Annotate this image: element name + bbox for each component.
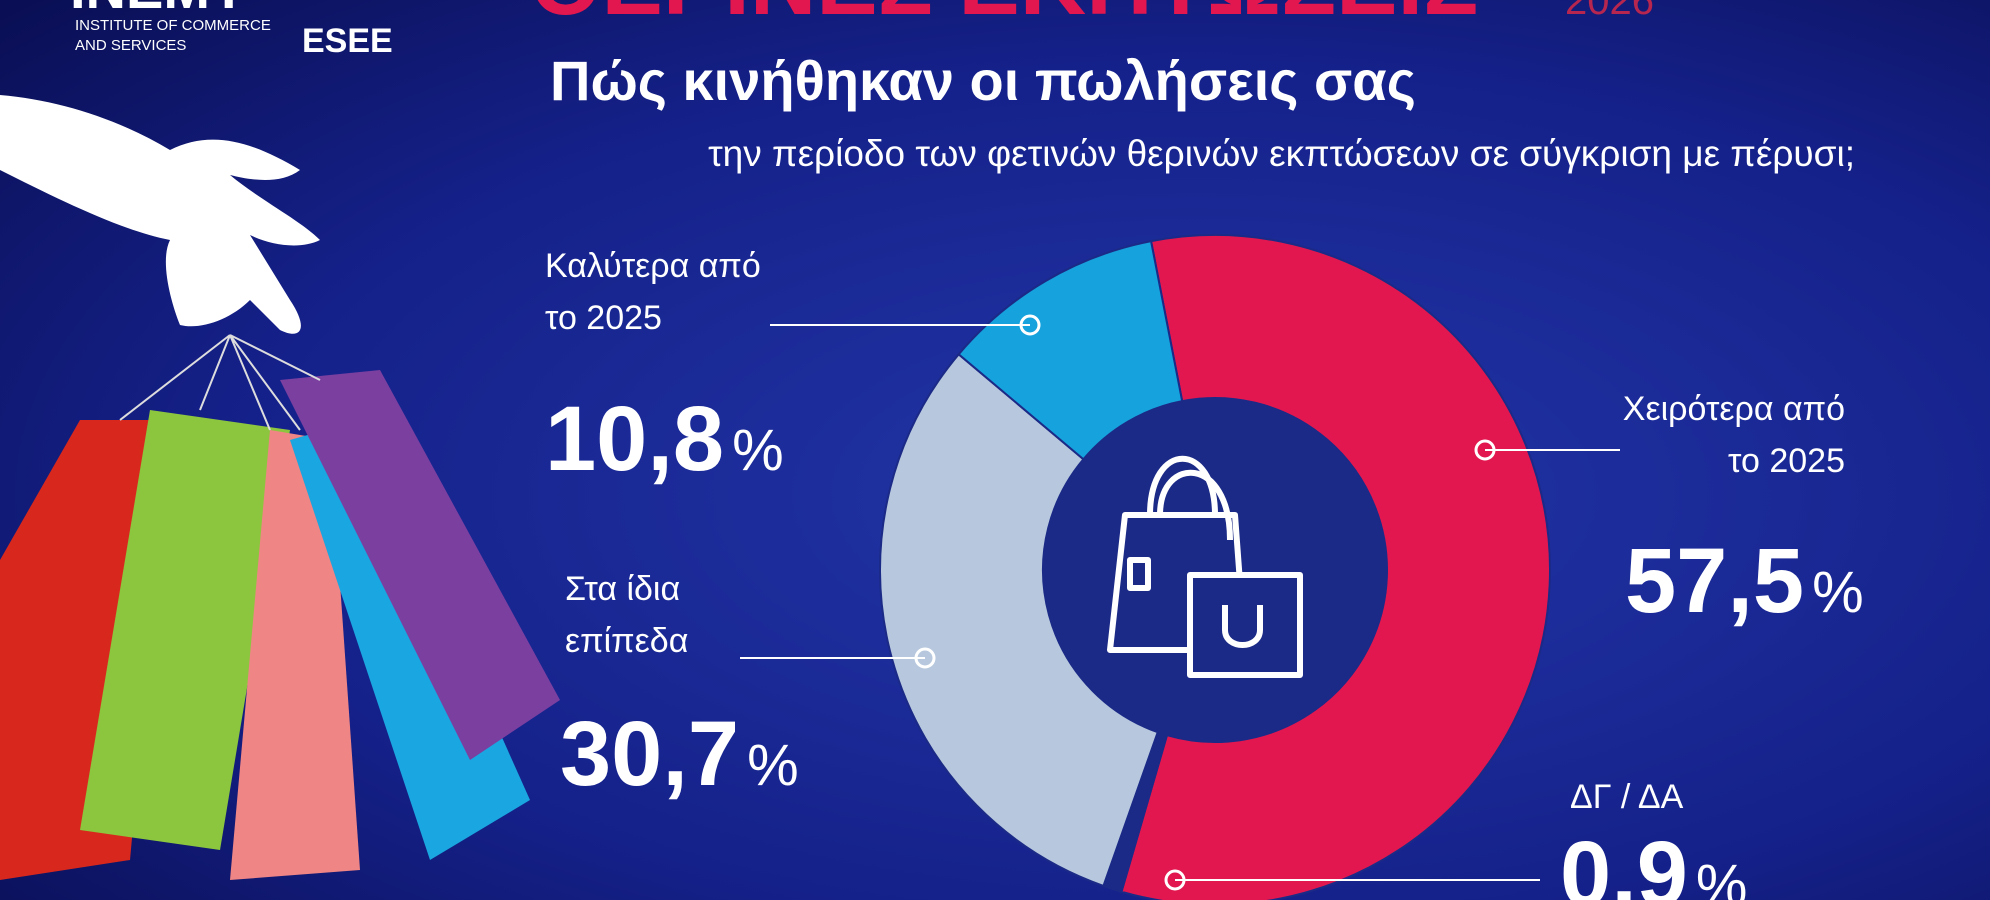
chart-subtitle: την περίοδο των φετινών θερινών εκπτώσεω… <box>708 133 1855 174</box>
page-title: ΘΕΡΙΝΕΣ ΕΚΠΤΩΣΕΙΣ <box>530 0 1478 34</box>
bag-icon <box>1107 456 1303 678</box>
label-line: το 2025 <box>1728 442 1845 480</box>
bag-handle <box>1157 469 1233 541</box>
category-label: ΔΓ / ΔΑ <box>1570 778 1684 816</box>
value-unit: % <box>1812 560 1864 625</box>
value-unit: % <box>747 733 799 798</box>
value-number: 30,7 <box>560 703 739 805</box>
bag-tag <box>1127 557 1151 591</box>
label-line: το 2025 <box>545 299 662 337</box>
bag-shape <box>1187 572 1303 678</box>
center-disc <box>1043 398 1387 742</box>
label-line: Καλύτερα από <box>545 247 761 285</box>
category-label: Καλύτερα από το 2025 <box>545 247 761 337</box>
callouts: Χειρότερα από το 2025 57,5 % ΔΓ / ΔΑ 0,9 % Στα … <box>545 247 1864 900</box>
leader-dot <box>1019 314 1041 336</box>
leader-dot <box>1474 439 1496 461</box>
category-label: Στα ίδια επίπεδα <box>565 570 688 660</box>
category-label: Χειρότερα από το 2025 <box>1623 390 1845 480</box>
brand: INEMY <box>70 0 247 20</box>
label-line: Χειρότερα από <box>1623 390 1845 428</box>
chart-title: Πώς κινήθηκαν οι πωλήσεις σας <box>550 49 1416 112</box>
value-number: 10,8 <box>545 388 724 490</box>
bag-handle <box>1147 456 1218 516</box>
value-label: 10,8% <box>545 388 784 490</box>
bag-handle <box>1222 605 1263 648</box>
page-year: 2026 <box>1565 0 1654 23</box>
value-unit: % <box>1696 853 1748 900</box>
value-label: 57,5% <box>1625 530 1864 632</box>
value-unit: % <box>732 418 784 483</box>
leader-dot <box>914 647 936 669</box>
hand-bags-illustration <box>0 95 560 880</box>
label-line: ΔΓ / ΔΑ <box>1570 778 1684 816</box>
brand-esee: ESEE <box>302 22 393 60</box>
value-number: 0,9 <box>1560 823 1688 900</box>
leader-dot <box>1164 869 1186 891</box>
value-label: 0,9% <box>1560 823 1747 900</box>
donut-chart <box>879 234 1552 900</box>
institute-line: INSTITUTE OF COMMERCE <box>75 17 271 34</box>
value-number: 57,5 <box>1625 530 1804 632</box>
label-line: επίπεδα <box>565 622 688 660</box>
label-line: Στα ίδια <box>565 570 680 608</box>
value-label: 30,7% <box>560 703 799 805</box>
institute-line: AND SERVICES <box>75 37 186 54</box>
